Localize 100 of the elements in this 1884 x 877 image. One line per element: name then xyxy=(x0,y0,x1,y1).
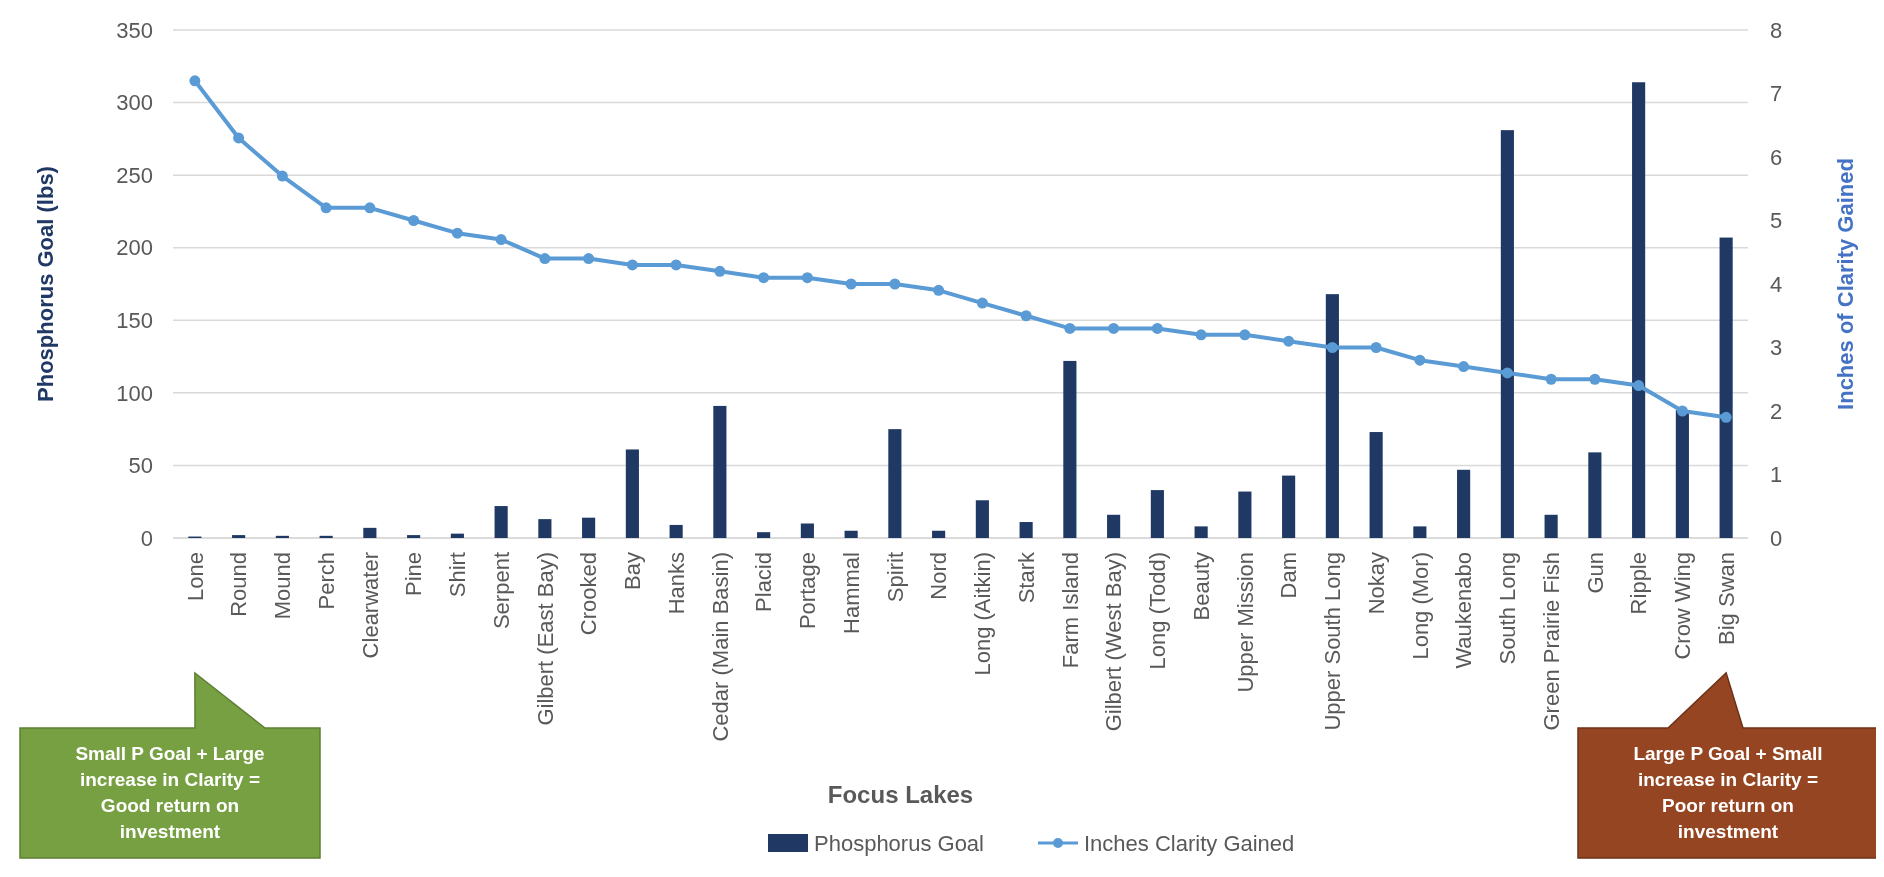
point xyxy=(451,227,463,239)
point xyxy=(976,297,988,309)
y2-tick-label: 2 xyxy=(1770,398,1783,424)
point xyxy=(714,265,726,277)
point xyxy=(364,202,376,214)
point xyxy=(1633,380,1645,392)
bar xyxy=(407,535,421,538)
y-axis-title: Phosphorus Goal (lbs) xyxy=(33,166,58,402)
x-tick-label: Dam xyxy=(1276,552,1302,599)
bar xyxy=(932,530,946,538)
x-tick-label: Farm Island xyxy=(1057,552,1083,669)
x-axis-title: Focus Lakes xyxy=(827,781,974,808)
x-tick-label: South Long xyxy=(1495,552,1521,665)
point xyxy=(1720,411,1732,423)
x-tick-label: Nokay xyxy=(1363,552,1389,615)
point xyxy=(1064,322,1076,334)
point xyxy=(1283,335,1295,347)
y2-tick-label: 5 xyxy=(1770,208,1783,234)
y2-tick-label: 8 xyxy=(1770,17,1783,43)
point xyxy=(583,253,595,265)
point xyxy=(889,278,901,290)
bar xyxy=(1719,237,1733,538)
bar xyxy=(1588,452,1602,538)
point xyxy=(1151,322,1163,334)
bar xyxy=(1019,522,1033,538)
bar xyxy=(363,527,377,538)
x-tick-label: Cedar (Main Basin) xyxy=(707,552,733,742)
point xyxy=(626,259,638,271)
x-tick-label: Mound xyxy=(270,552,296,620)
point xyxy=(539,253,551,265)
x-tick-label: Spirit xyxy=(882,552,908,603)
bar xyxy=(582,517,596,538)
bar xyxy=(1150,490,1164,538)
point xyxy=(1501,367,1513,379)
point xyxy=(1020,310,1032,322)
y2-tick-label: 6 xyxy=(1770,144,1783,170)
y2-tick-label: 1 xyxy=(1770,462,1783,488)
y2-tick-label: 4 xyxy=(1770,271,1783,297)
x-tick-label: Gun xyxy=(1582,552,1608,594)
bar xyxy=(319,535,333,538)
x-tick-label: Nord xyxy=(926,552,952,600)
y-tick-label: 350 xyxy=(116,17,153,43)
text: Small P Goal + Large increase in Clarity = Good return on investment xyxy=(75,743,265,842)
bar xyxy=(275,535,289,538)
x-tick-label: Placid xyxy=(751,552,777,612)
y-tick-label: 300 xyxy=(116,90,153,116)
legend-label: Phosphorus Goal xyxy=(814,830,984,856)
bar xyxy=(1063,360,1077,538)
bar xyxy=(450,533,464,538)
x-tick-label: Bay xyxy=(620,552,646,590)
point xyxy=(1545,373,1557,385)
point xyxy=(1370,342,1382,353)
x-tick-label: Long (Aitkin) xyxy=(970,552,996,676)
x-tick-label: Long (Mor) xyxy=(1407,552,1433,660)
point xyxy=(801,272,813,284)
y2-axis-title: Inches of Clarity Gained xyxy=(1833,158,1858,410)
legend-label: Inches Clarity Gained xyxy=(1084,830,1295,856)
point xyxy=(1108,322,1120,334)
bar xyxy=(669,524,683,538)
bar xyxy=(1413,526,1427,538)
y2-tick-label: 0 xyxy=(1770,525,1783,551)
bar xyxy=(844,530,858,538)
point xyxy=(233,132,245,144)
point xyxy=(1195,329,1207,341)
x-tick-label: Serpent xyxy=(488,552,514,630)
point xyxy=(1589,373,1601,385)
point xyxy=(1676,405,1688,417)
bar xyxy=(888,429,902,538)
bar xyxy=(713,405,727,538)
point xyxy=(189,75,201,87)
x-tick-label: Portage xyxy=(795,552,821,630)
bar xyxy=(1238,491,1252,538)
bar xyxy=(625,449,639,538)
x-tick-label: Stark xyxy=(1013,551,1039,604)
bar xyxy=(1544,514,1558,538)
y-tick-label: 150 xyxy=(116,307,153,333)
x-tick-label: Perch xyxy=(313,552,339,610)
text: Large P Goal + Small increase in Clarity = Poor return on investment xyxy=(1633,743,1823,842)
point xyxy=(670,259,682,271)
x-tick-label: Big Swan xyxy=(1713,552,1739,645)
x-tick-label: Gilbert (West Bay) xyxy=(1101,552,1127,732)
point xyxy=(1326,342,1338,353)
bar xyxy=(975,500,989,538)
y2-tick-label: 7 xyxy=(1770,81,1783,107)
x-tick-label: Hanks xyxy=(663,552,689,615)
bar xyxy=(1457,469,1471,538)
y-tick-label: 200 xyxy=(116,235,153,261)
point xyxy=(758,272,770,284)
y-tick-label: 50 xyxy=(128,453,153,479)
x-tick-label: Hammal xyxy=(838,552,864,634)
bar xyxy=(800,523,814,538)
bar xyxy=(538,519,552,538)
x-tick-label: Crow Wing xyxy=(1670,552,1696,660)
point xyxy=(320,202,332,214)
point xyxy=(1414,354,1426,366)
x-tick-label: Upper Mission xyxy=(1232,552,1258,693)
bar xyxy=(1107,514,1121,538)
point xyxy=(408,215,420,226)
point xyxy=(933,284,945,296)
point xyxy=(1239,329,1251,341)
